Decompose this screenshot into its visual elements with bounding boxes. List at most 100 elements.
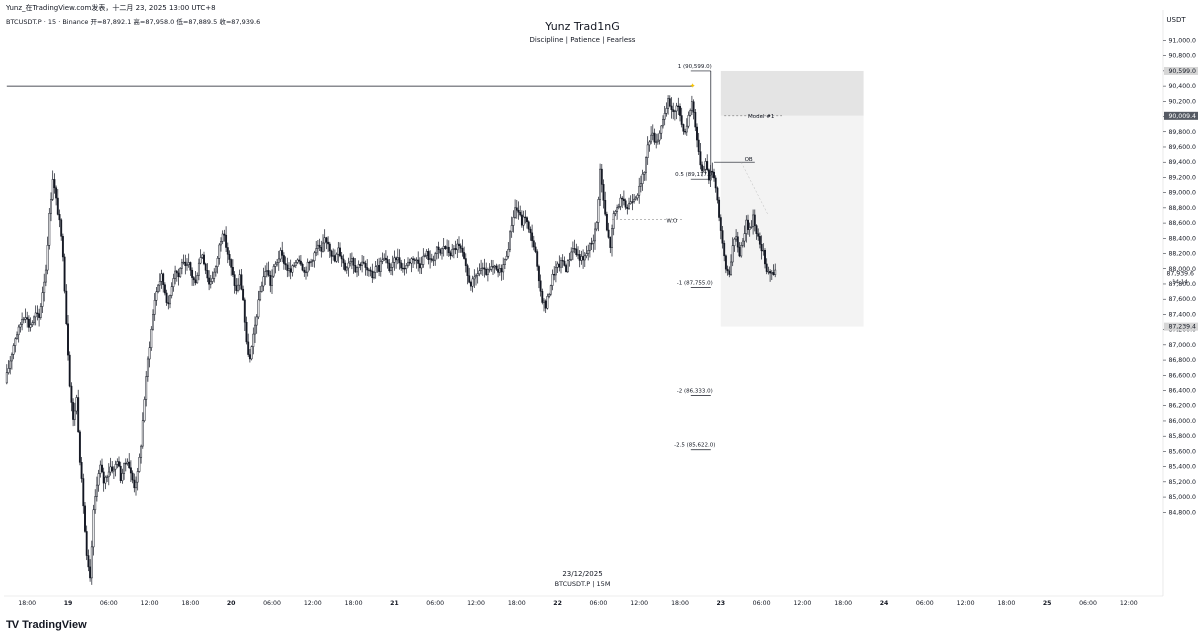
candle-body <box>107 471 110 478</box>
candle-body <box>237 284 239 291</box>
candle-body <box>575 248 578 256</box>
candle-body <box>335 253 338 262</box>
candle-body <box>493 265 496 268</box>
candle-body <box>388 262 391 272</box>
watermark-subtitle: Discipline | Patience | Fearless <box>529 36 636 44</box>
candle-body <box>718 199 721 218</box>
candle-body <box>497 269 500 273</box>
candle-body <box>354 265 357 273</box>
candle-body <box>60 219 63 237</box>
candle-body <box>556 263 559 268</box>
candle-body <box>330 250 333 257</box>
candle-body <box>323 237 326 244</box>
candle-body <box>209 281 212 285</box>
candle-body <box>740 245 743 257</box>
candle-body <box>174 270 177 279</box>
candle-body <box>46 245 49 271</box>
candle-body <box>281 250 284 256</box>
candle-body <box>689 110 692 116</box>
candle-body <box>333 255 336 262</box>
candle-body <box>265 270 268 272</box>
candle-body <box>34 312 37 318</box>
y-tick-label: 85,800.0 <box>1168 433 1196 440</box>
candle-body <box>180 262 183 269</box>
candle-body <box>452 248 455 250</box>
x-tick-label: 12:00 <box>141 600 159 607</box>
candle-body <box>621 197 624 200</box>
candle-body <box>197 262 200 276</box>
candle-body <box>291 265 294 273</box>
candle-body <box>111 466 114 472</box>
candle-body <box>299 260 302 265</box>
candle-body <box>169 295 171 305</box>
candle-body <box>701 164 704 172</box>
candle-body <box>468 275 471 283</box>
candle-body <box>546 296 549 309</box>
candle-body <box>571 248 574 253</box>
candle-body <box>163 284 166 294</box>
candle-body <box>543 300 545 303</box>
candle-body <box>298 259 301 262</box>
candle-body <box>296 259 299 263</box>
candle-body <box>359 264 362 266</box>
brand-name: TradingView <box>22 619 87 631</box>
candle-body <box>639 183 642 187</box>
candle-body <box>213 271 216 279</box>
candle-body <box>707 169 710 181</box>
candle-body <box>441 248 443 254</box>
y-tick-label: 89,600.0 <box>1168 144 1196 151</box>
y-tick-label: 89,400.0 <box>1168 159 1196 166</box>
candle-body <box>505 255 508 260</box>
x-tick-label: 12:00 <box>630 600 648 607</box>
candle-body <box>102 471 105 484</box>
candle-body <box>221 233 224 242</box>
candle-body <box>696 126 698 141</box>
candle-body <box>655 141 658 143</box>
x-tick-label: 06:00 <box>753 600 771 607</box>
candle-body <box>502 264 505 273</box>
candle-body <box>136 471 139 483</box>
y-tick-label: 91,000.0 <box>1168 37 1196 44</box>
candle-body <box>148 347 151 360</box>
candle-body <box>604 200 607 215</box>
candle-body <box>745 219 748 234</box>
candle-body <box>289 268 292 273</box>
candle-body <box>393 257 396 263</box>
candle-body <box>381 259 384 262</box>
candle-body <box>522 216 525 226</box>
candle-body <box>408 261 411 264</box>
candle-body <box>526 217 528 223</box>
candle-body <box>36 312 39 314</box>
candle-body <box>512 217 515 226</box>
fib-level-label: 1 (90,599.0) <box>678 64 712 70</box>
candle-body <box>129 467 132 474</box>
candle-body <box>63 256 66 292</box>
candle-body <box>463 252 466 259</box>
candle-body <box>446 246 449 249</box>
fib-level-label: -1 (87,755.0) <box>677 280 713 286</box>
candle-body <box>170 286 173 296</box>
tradingview-brand[interactable]: TV TradingView <box>6 619 87 631</box>
candle-body <box>731 245 734 263</box>
candle-body <box>33 316 35 324</box>
candle-body <box>435 246 438 255</box>
candle-body <box>349 261 352 264</box>
candle-body <box>651 132 654 136</box>
candle-body <box>12 345 15 355</box>
candle-body <box>277 258 280 263</box>
y-tick-label: 85,400.0 <box>1168 464 1196 471</box>
candle-body <box>51 179 54 200</box>
candle-body <box>724 255 727 270</box>
pin-icon: ✦ <box>690 82 696 90</box>
candle-body <box>233 274 236 286</box>
candle-body <box>519 212 522 216</box>
x-tick-label: 25 <box>1043 600 1052 607</box>
candle-body <box>430 258 433 261</box>
y-tick-label: 90,200.0 <box>1168 98 1196 105</box>
candle-body <box>101 464 103 473</box>
candle-body <box>225 234 228 248</box>
y-tick-label: 86,000.0 <box>1168 418 1196 425</box>
candle-body <box>454 248 457 251</box>
candle-body <box>437 246 440 250</box>
